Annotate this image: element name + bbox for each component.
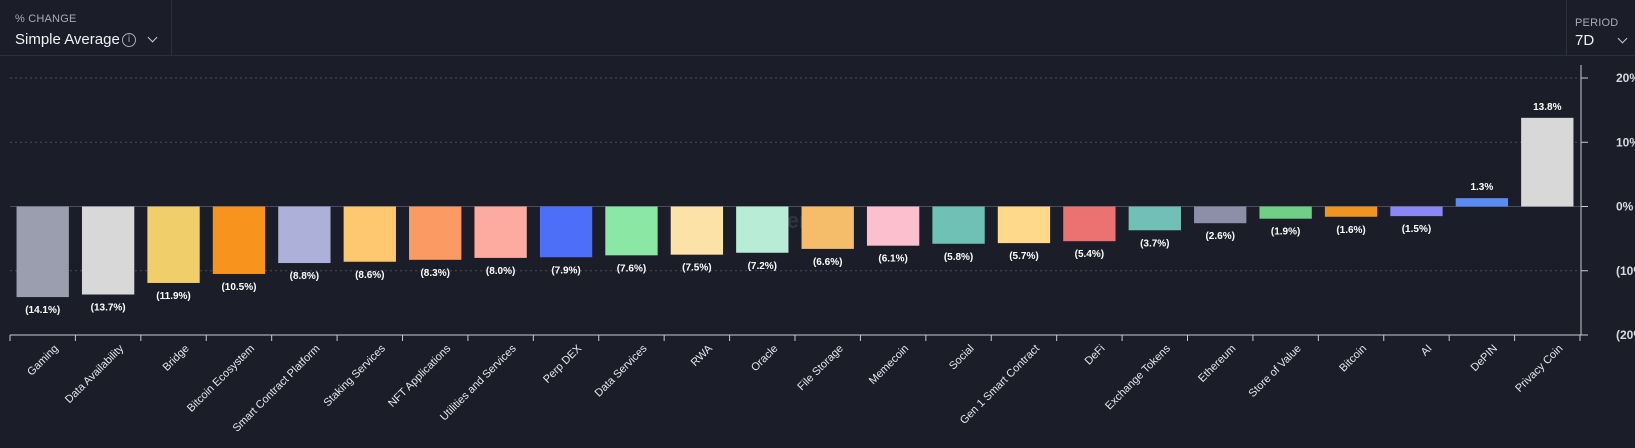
bar[interactable] bbox=[81, 206, 135, 295]
data-label: (8.0%) bbox=[486, 266, 515, 277]
bar[interactable] bbox=[409, 206, 462, 260]
bar[interactable] bbox=[1063, 206, 1116, 242]
change-caption: % CHANGE bbox=[15, 13, 77, 25]
data-labels: (14.1%) (13.7%) (11.9%) (10.5%) (8.8%) (8.6%)… bbox=[25, 102, 1561, 316]
x-tick-label: Data Availability bbox=[63, 342, 127, 406]
bars bbox=[16, 117, 1574, 298]
data-label: (8.3%) bbox=[420, 268, 449, 279]
bar[interactable] bbox=[801, 206, 854, 249]
data-label: 1.3% bbox=[1470, 182, 1493, 193]
chart-controls-bar: % CHANGE Simple Average i PERIOD 7D bbox=[0, 0, 1635, 56]
x-tick-label: Bitcoin bbox=[1337, 343, 1369, 375]
chevron-down-icon[interactable] bbox=[1617, 33, 1628, 44]
x-tick-label: Store of Value bbox=[1247, 343, 1304, 400]
bar[interactable] bbox=[605, 206, 658, 256]
data-label: (8.6%) bbox=[355, 270, 384, 281]
bar[interactable] bbox=[932, 206, 985, 244]
bar[interactable] bbox=[474, 206, 527, 258]
x-tick-label: Utilities and Services bbox=[438, 342, 519, 423]
bar[interactable] bbox=[16, 206, 69, 298]
x-tick-label: RWA bbox=[689, 342, 716, 369]
data-label: (1.9%) bbox=[1271, 227, 1300, 238]
x-tick-label: DeFi bbox=[1083, 343, 1108, 368]
bar[interactable] bbox=[147, 206, 200, 283]
y-tick-label: 0% bbox=[1616, 200, 1634, 214]
bar[interactable] bbox=[1259, 206, 1312, 219]
change-mode-selector[interactable]: % CHANGE Simple Average i bbox=[0, 0, 172, 55]
period-selector[interactable]: PERIOD 7D bbox=[1566, 0, 1635, 55]
bar[interactable] bbox=[278, 206, 331, 264]
data-label: (7.6%) bbox=[617, 263, 646, 274]
y-tick-label: (20%) bbox=[1616, 328, 1635, 342]
bar[interactable] bbox=[1194, 206, 1247, 224]
bar-chart: (14.1%) (13.7%) (11.9%) (10.5%) (8.8%) (8.6%)… bbox=[9, 65, 1635, 435]
bar[interactable] bbox=[212, 206, 266, 274]
bar[interactable] bbox=[997, 206, 1051, 244]
bar[interactable] bbox=[1324, 206, 1378, 217]
change-mode-value: Simple Average bbox=[15, 31, 120, 48]
x-tick-label: DePIN bbox=[1469, 343, 1500, 374]
period-caption: PERIOD bbox=[1575, 17, 1619, 29]
x-tick-label: Memecoin bbox=[867, 343, 911, 387]
bar[interactable] bbox=[539, 206, 593, 258]
x-tick-label: Oracle bbox=[749, 343, 780, 374]
data-label: (5.7%) bbox=[1009, 251, 1038, 262]
x-tick-label: Exchange Tokens bbox=[1103, 342, 1173, 412]
chevron-down-icon[interactable] bbox=[147, 32, 158, 43]
bar[interactable] bbox=[343, 206, 396, 262]
x-tick-label: Bitcoin Ecosystem bbox=[185, 343, 257, 415]
bar[interactable] bbox=[1521, 117, 1574, 207]
x-tick-label: File Storage bbox=[795, 343, 845, 393]
bar[interactable] bbox=[1128, 206, 1181, 231]
x-tick-label: Perp DEX bbox=[541, 342, 585, 386]
x-tick-label: AI bbox=[1419, 343, 1435, 359]
period-value: 7D bbox=[1575, 32, 1595, 49]
x-tick-label: Bridge bbox=[161, 343, 192, 374]
data-label: 13.8% bbox=[1533, 102, 1561, 113]
x-tick-label: Privacy Coin bbox=[1513, 343, 1565, 395]
x-tick-label: Staking Services bbox=[321, 342, 388, 409]
data-label: (2.6%) bbox=[1205, 231, 1234, 242]
data-label: (11.9%) bbox=[156, 291, 190, 302]
x-tick-label: NFT Applications bbox=[386, 342, 453, 409]
data-label: (6.1%) bbox=[878, 254, 907, 265]
bar[interactable] bbox=[1455, 198, 1509, 207]
data-label: (1.6%) bbox=[1336, 225, 1365, 236]
y-tick-label: 10% bbox=[1616, 135, 1635, 149]
bar[interactable] bbox=[1390, 206, 1443, 217]
x-tick-label: Social bbox=[947, 343, 977, 373]
data-label: (7.9%) bbox=[551, 265, 580, 276]
info-icon[interactable]: i bbox=[122, 33, 136, 47]
data-label: (8.8%) bbox=[290, 271, 319, 282]
x-tick-label: Gaming bbox=[25, 343, 61, 379]
bar[interactable] bbox=[670, 206, 724, 255]
data-label: (7.5%) bbox=[682, 263, 711, 274]
x-tick-label: Ethereum bbox=[1196, 343, 1238, 385]
data-label: (1.5%) bbox=[1402, 224, 1431, 235]
data-label: (5.4%) bbox=[1075, 249, 1104, 260]
bar[interactable] bbox=[736, 206, 789, 253]
data-label: (10.5%) bbox=[221, 282, 256, 293]
grid bbox=[10, 77, 1580, 272]
x-tick-label: Data Services bbox=[593, 342, 650, 399]
data-label: (13.7%) bbox=[91, 303, 126, 314]
data-label: (6.6%) bbox=[813, 257, 842, 268]
y-tick-label: 20% bbox=[1616, 71, 1635, 85]
data-label: (3.7%) bbox=[1140, 238, 1169, 249]
bar[interactable] bbox=[866, 206, 920, 246]
data-label: (5.8%) bbox=[944, 252, 973, 263]
data-label: (14.1%) bbox=[25, 305, 60, 316]
y-tick-label: (10%) bbox=[1616, 264, 1635, 278]
data-label: (7.2%) bbox=[748, 261, 777, 272]
